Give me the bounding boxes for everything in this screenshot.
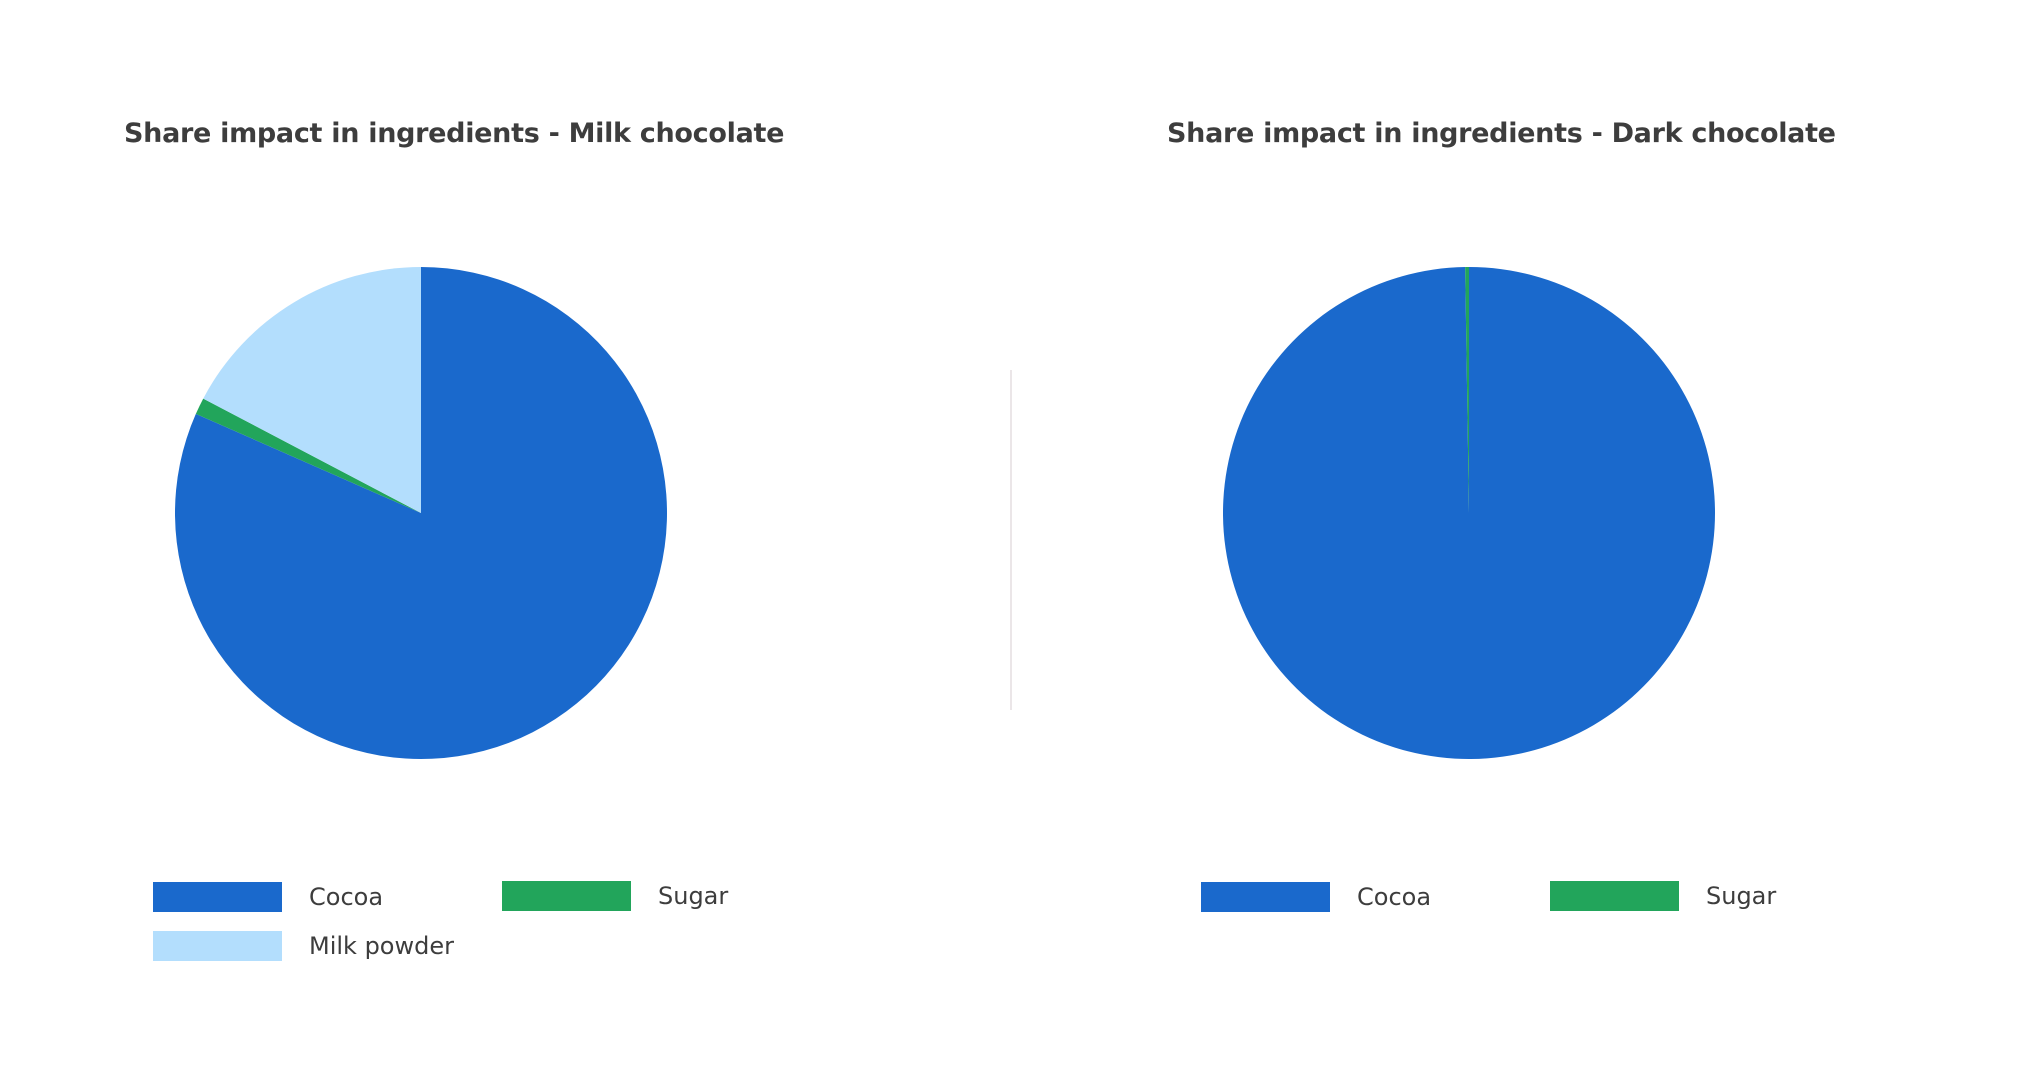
legend-label: Sugar (1706, 882, 1777, 910)
pie-slice-cocoa[interactable] (175, 267, 668, 759)
pie-slice-milk-powder[interactable] (203, 267, 421, 513)
chart-divider (1010, 370, 1012, 710)
legend-swatch-sugar (502, 881, 631, 911)
legend-item-sugar[interactable]: Sugar (1550, 881, 1776, 911)
legend-item-milk-powder[interactable]: Milk powder (153, 931, 454, 961)
pie-slice-sugar[interactable] (195, 398, 421, 513)
pie-slice-cocoa[interactable] (1223, 267, 1716, 759)
legend-swatch-milk-powder (153, 931, 282, 961)
legend-swatch-cocoa (153, 882, 282, 912)
legend-label: Cocoa (309, 883, 384, 911)
legend-label: Cocoa (1357, 883, 1432, 911)
chart-panel-dark-chocolate: Share impact in ingredients - Dark choco… (1012, 0, 2024, 1080)
legend-item-cocoa[interactable]: Cocoa (1201, 882, 1431, 912)
chart-title: Share impact in ingredients - Dark choco… (1167, 118, 1836, 149)
pie-slices (1223, 267, 1716, 759)
legend-label: Milk powder (309, 932, 454, 960)
pie-chart-milk-chocolate (175, 267, 668, 759)
legend-swatch-cocoa (1201, 882, 1330, 912)
pie-chart-dark-chocolate (1223, 267, 1716, 759)
legend-swatch-sugar (1550, 881, 1679, 911)
legend-item-sugar[interactable]: Sugar (502, 881, 728, 911)
chart-panel-milk-chocolate: Share impact in ingredients - Milk choco… (0, 0, 1010, 1080)
legend-item-cocoa[interactable]: Cocoa (153, 882, 383, 912)
pie-slices (175, 267, 668, 759)
pie-slice-sugar[interactable] (1465, 267, 1469, 513)
legend-label: Sugar (658, 882, 729, 910)
chart-title: Share impact in ingredients - Milk choco… (124, 118, 785, 149)
